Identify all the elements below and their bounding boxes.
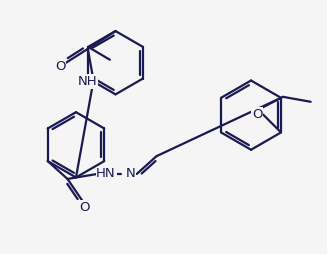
Text: N: N [126,167,136,181]
Text: O: O [252,108,263,121]
Text: O: O [79,201,90,214]
Text: HN: HN [96,167,116,181]
Text: NH: NH [78,75,98,88]
Text: O: O [55,60,65,73]
